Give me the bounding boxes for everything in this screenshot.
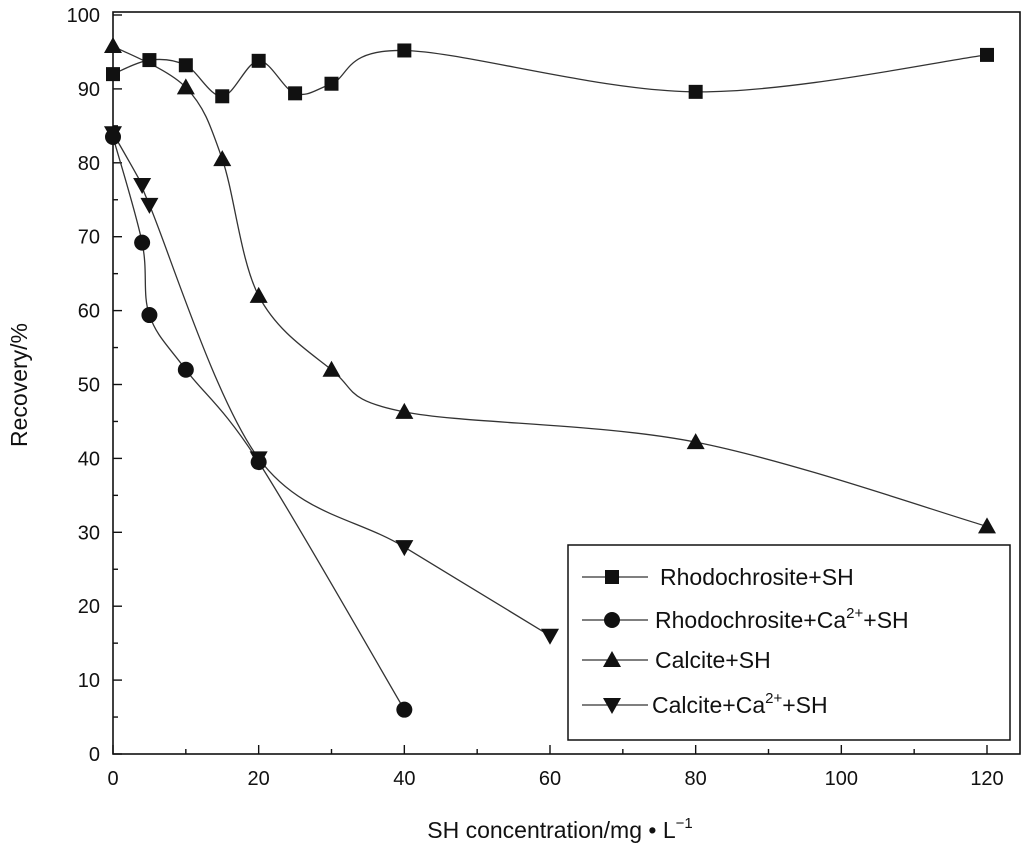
plot-frame [112, 11, 1021, 755]
y-tick-label: 80 [78, 153, 100, 175]
data-point-square [106, 67, 120, 82]
series-curve-triangle-down [112, 132, 551, 637]
data-point-circle [396, 701, 413, 718]
axes: 0 20 40 60 80 100 120 0 10 20 30 40 50 60 70 80 90 100 [67, 5, 1021, 790]
y-tick-label: 100 [67, 5, 100, 27]
data-point-triangle-up [104, 37, 122, 54]
legend-marker-triangle-up [603, 651, 621, 667]
y-tick-label: 60 [78, 301, 100, 323]
y-tick-label: 0 [89, 744, 100, 766]
data-point-triangle-up [395, 402, 414, 419]
x-tick-label: 40 [393, 768, 415, 790]
data-point-square [980, 47, 994, 62]
y-axis-label: Recovery/% [6, 323, 32, 447]
series-curve-square [112, 49, 988, 97]
y-tick-label: 40 [78, 448, 100, 470]
y-tick-label: 30 [78, 522, 100, 544]
x-tick-label: 60 [539, 768, 561, 790]
y-tick-label: 20 [78, 596, 100, 618]
series-markers [104, 37, 996, 718]
data-point-triangle-down [395, 540, 414, 557]
data-point-triangle-up [249, 286, 268, 303]
data-point-square [288, 86, 303, 101]
data-point-triangle-down [133, 177, 152, 194]
legend-label: Rhodochrosite+Ca2++SH [655, 605, 909, 633]
data-point-triangle-down [140, 197, 159, 214]
data-point-square [215, 89, 230, 104]
legend-marker-triangle-down [603, 698, 621, 714]
legend-label: Rhodochrosite+SH [660, 564, 854, 590]
data-point-triangle-down [104, 126, 122, 143]
data-point-triangle-up [686, 433, 705, 450]
legend-marker-circle [604, 612, 620, 628]
data-point-triangle-up [176, 78, 195, 95]
y-tick-label: 50 [78, 375, 100, 397]
data-point-square [397, 43, 412, 58]
data-point-square [251, 53, 266, 68]
legend-label: Calcite+SH [655, 647, 771, 673]
y-tick-label: 10 [78, 670, 100, 692]
legend: Rhodochrosite+SH Rhodochrosite+Ca2++SH Cal… [567, 544, 1011, 741]
data-point-square [688, 84, 703, 99]
x-tick-label: 20 [248, 768, 270, 790]
data-point-square [142, 53, 157, 68]
data-point-circle [141, 307, 158, 324]
x-tick-label: 0 [107, 768, 118, 790]
data-point-circle [177, 361, 194, 378]
legend-label: Calcite+Ca2++SH [652, 690, 828, 718]
data-point-square [324, 76, 339, 91]
x-tick-label: 100 [825, 768, 858, 790]
data-point-circle [134, 234, 151, 251]
data-point-triangle-up [978, 517, 996, 534]
y-tick-label: 70 [78, 227, 100, 249]
x-axis-label: SH concentration/mg • L−1 [427, 815, 693, 843]
x-tick-label: 80 [685, 768, 707, 790]
data-point-triangle-down [541, 628, 559, 645]
data-point-triangle-up [213, 150, 232, 167]
legend-marker-square [605, 570, 619, 584]
x-tick-label: 120 [970, 768, 1003, 790]
data-point-square [178, 58, 193, 73]
data-point-triangle-up [322, 360, 341, 377]
y-tick-label: 90 [78, 79, 100, 101]
series-curve-triangle-up [112, 45, 988, 528]
data-point-triangle-down [249, 451, 268, 468]
